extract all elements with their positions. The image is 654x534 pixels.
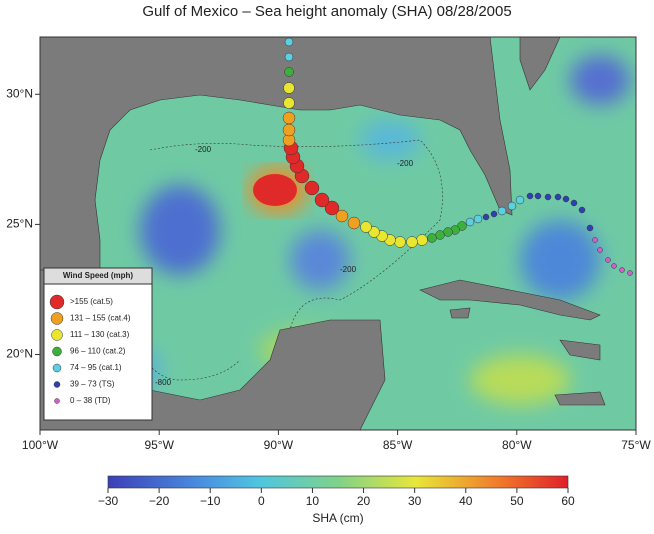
track-point xyxy=(416,234,428,246)
track-point xyxy=(282,123,296,137)
legend: Wind Speed (mph) >155 (cat.5) 131 – 155 (… xyxy=(43,267,153,421)
track-point xyxy=(586,224,594,232)
track-point xyxy=(427,233,437,243)
legend-symbol xyxy=(51,329,63,341)
x-tick-label: 100°W xyxy=(22,438,59,452)
track-point xyxy=(627,270,633,276)
legend-label: >155 (cat.5) xyxy=(70,297,113,306)
track-point xyxy=(515,195,525,205)
track-point xyxy=(283,97,295,109)
x-tick-label: 95°W xyxy=(144,438,174,452)
track-point xyxy=(282,111,296,125)
track-point xyxy=(465,217,475,227)
track-point xyxy=(335,209,349,223)
track-point xyxy=(490,210,498,218)
track-point xyxy=(592,237,598,243)
legend-symbol xyxy=(54,398,60,404)
legend-label: 111 – 130 (cat.3) xyxy=(70,330,130,339)
track-point xyxy=(473,214,483,224)
track-point xyxy=(304,180,320,196)
hurricane-track xyxy=(282,37,633,276)
track-point xyxy=(324,200,340,216)
legend-box xyxy=(43,267,153,421)
track-point xyxy=(611,263,617,269)
legend-label: 96 – 110 (cat.2) xyxy=(70,347,126,356)
contour-label: -200 xyxy=(340,265,357,274)
track-point xyxy=(562,195,570,203)
x-tick-label: 75°W xyxy=(621,438,651,452)
axes: 100°W 95°W 90°W 85°W 80°W 75°W 20°N 25°N 30°N −30… xyxy=(6,86,651,508)
legend-label: 39 – 73 (TS) xyxy=(70,380,115,389)
y-tick-label: 20°N xyxy=(6,347,33,361)
contour-label: -800 xyxy=(155,378,172,387)
track-point xyxy=(435,230,445,240)
track-point xyxy=(482,213,490,221)
colorbar-tick-label: 40 xyxy=(459,494,473,508)
colorbar-tick-label: 30 xyxy=(408,494,422,508)
y-tick-label: 30°N xyxy=(6,86,33,100)
legend-label: 74 – 95 (cat.1) xyxy=(70,363,122,372)
colorbar-tick-label: −20 xyxy=(149,494,170,508)
track-point xyxy=(360,221,372,233)
track-point xyxy=(283,82,295,94)
legend-symbol xyxy=(53,381,61,388)
legend-label: 0 – 38 (TD) xyxy=(70,396,111,405)
track-point xyxy=(394,236,406,248)
colorbar-tick-label: −30 xyxy=(98,494,119,508)
track-point xyxy=(570,199,578,207)
track-point xyxy=(284,67,294,77)
colorbar-tick-label: 20 xyxy=(357,494,371,508)
colorbar-tick-label: 60 xyxy=(561,494,575,508)
colorbar-tick-label: −10 xyxy=(200,494,221,508)
colorbar-tick-label: 10 xyxy=(306,494,320,508)
legend-symbol xyxy=(50,312,64,325)
y-tick-label: 25°N xyxy=(6,217,33,231)
track-point xyxy=(507,201,517,211)
colorbar xyxy=(107,475,569,489)
legend-symbol xyxy=(52,363,62,373)
legend-symbol xyxy=(49,294,65,310)
track-point xyxy=(605,257,611,263)
legend-symbol xyxy=(52,346,62,357)
x-tick-label: 90°W xyxy=(264,438,294,452)
map-title: Gulf of Mexico – Sea height anomaly (SHA… xyxy=(142,3,511,20)
legend-label: 131 – 155 (cat.4) xyxy=(70,314,131,323)
contour-label: -200 xyxy=(397,159,414,168)
track-point xyxy=(597,247,603,253)
track-point xyxy=(554,193,562,201)
contour-label: -200 xyxy=(195,145,212,154)
colorbar-tick-label: 50 xyxy=(510,494,524,508)
track-point xyxy=(314,192,330,208)
x-tick-label: 80°W xyxy=(502,438,532,452)
track-point xyxy=(284,37,294,47)
track-point xyxy=(578,206,586,214)
legend-header xyxy=(43,267,153,285)
x-tick-label: 85°W xyxy=(383,438,413,452)
map-frame xyxy=(39,36,637,431)
track-point xyxy=(406,236,418,248)
track-point xyxy=(497,206,507,216)
track-point xyxy=(284,52,294,62)
colorbar-tick-label: 0 xyxy=(258,494,265,508)
colorbar-label: SHA (cm) xyxy=(312,511,363,525)
track-point xyxy=(619,267,625,273)
track-point xyxy=(443,227,453,237)
track-point xyxy=(544,193,552,201)
track-point xyxy=(534,192,542,200)
track-point xyxy=(526,192,534,200)
track-point xyxy=(347,216,361,230)
legend-title: Wind Speed (mph) xyxy=(63,271,133,280)
